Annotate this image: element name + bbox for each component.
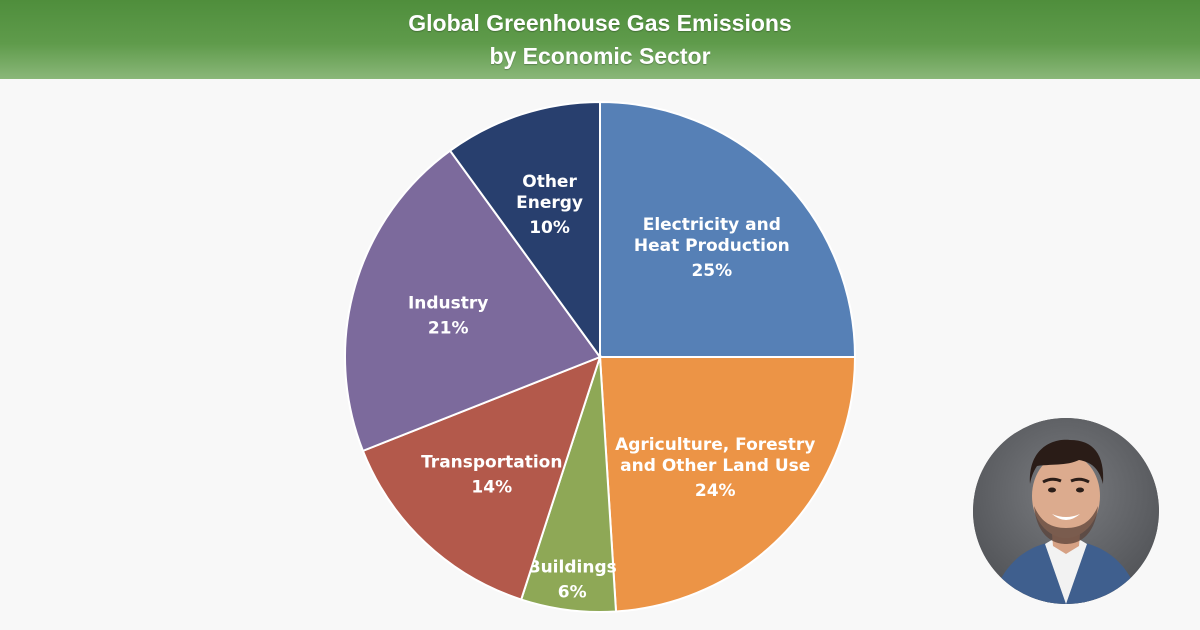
slice-name-1-line-1: and Other Land Use — [620, 456, 810, 476]
slice-label-3: Transportation 14% — [421, 453, 562, 498]
pie-slice-1 — [598, 356, 857, 613]
pie-chart: Electricity and Heat Production 25% Agricul… — [344, 100, 857, 613]
chart-title-line-2: by Economic Sector — [489, 42, 711, 69]
slice-label-0: Electricity and Heat Production 25% — [634, 215, 790, 281]
slice-value-0: 25% — [691, 261, 732, 281]
slice-label-4: Industry 21% — [408, 293, 488, 338]
slice-label-1: Agriculture, Forestry and Other Land Use 2… — [615, 435, 815, 501]
pie-slice-3 — [361, 355, 602, 601]
slice-name-0-line-0: Electricity and — [643, 215, 781, 235]
slice-name-3-line-0: Transportation — [421, 453, 562, 473]
slice-name-5-line-0: Other — [522, 172, 577, 192]
slice-value-5: 10% — [529, 218, 570, 238]
slice-label-2: Buildings 6% — [528, 558, 617, 603]
slice-value-1: 24% — [695, 481, 736, 501]
slice-value-2: 6% — [558, 583, 587, 603]
slice-name-2-line-0: Buildings — [528, 558, 617, 578]
slice-value-3: 14% — [471, 478, 512, 498]
pie-slice-4 — [344, 149, 602, 453]
title-banner: Global Greenhouse Gas Emissions by Econo… — [0, 0, 1200, 79]
slice-label-5: Other Energy 10% — [516, 172, 583, 238]
chart-title-line-1: Global Greenhouse Gas Emissions — [408, 9, 792, 36]
slice-name-0-line-1: Heat Production — [634, 236, 790, 256]
slice-name-1-line-0: Agriculture, Forestry — [615, 435, 815, 455]
presenter-photo — [973, 418, 1159, 604]
slice-name-5-line-1: Energy — [516, 193, 583, 213]
slice-name-4-line-0: Industry — [408, 293, 488, 313]
slice-value-4: 21% — [428, 318, 469, 338]
presenter-avatar — [973, 418, 1159, 604]
pie-slice-0 — [599, 100, 857, 358]
pie-slice-5 — [448, 100, 601, 361]
